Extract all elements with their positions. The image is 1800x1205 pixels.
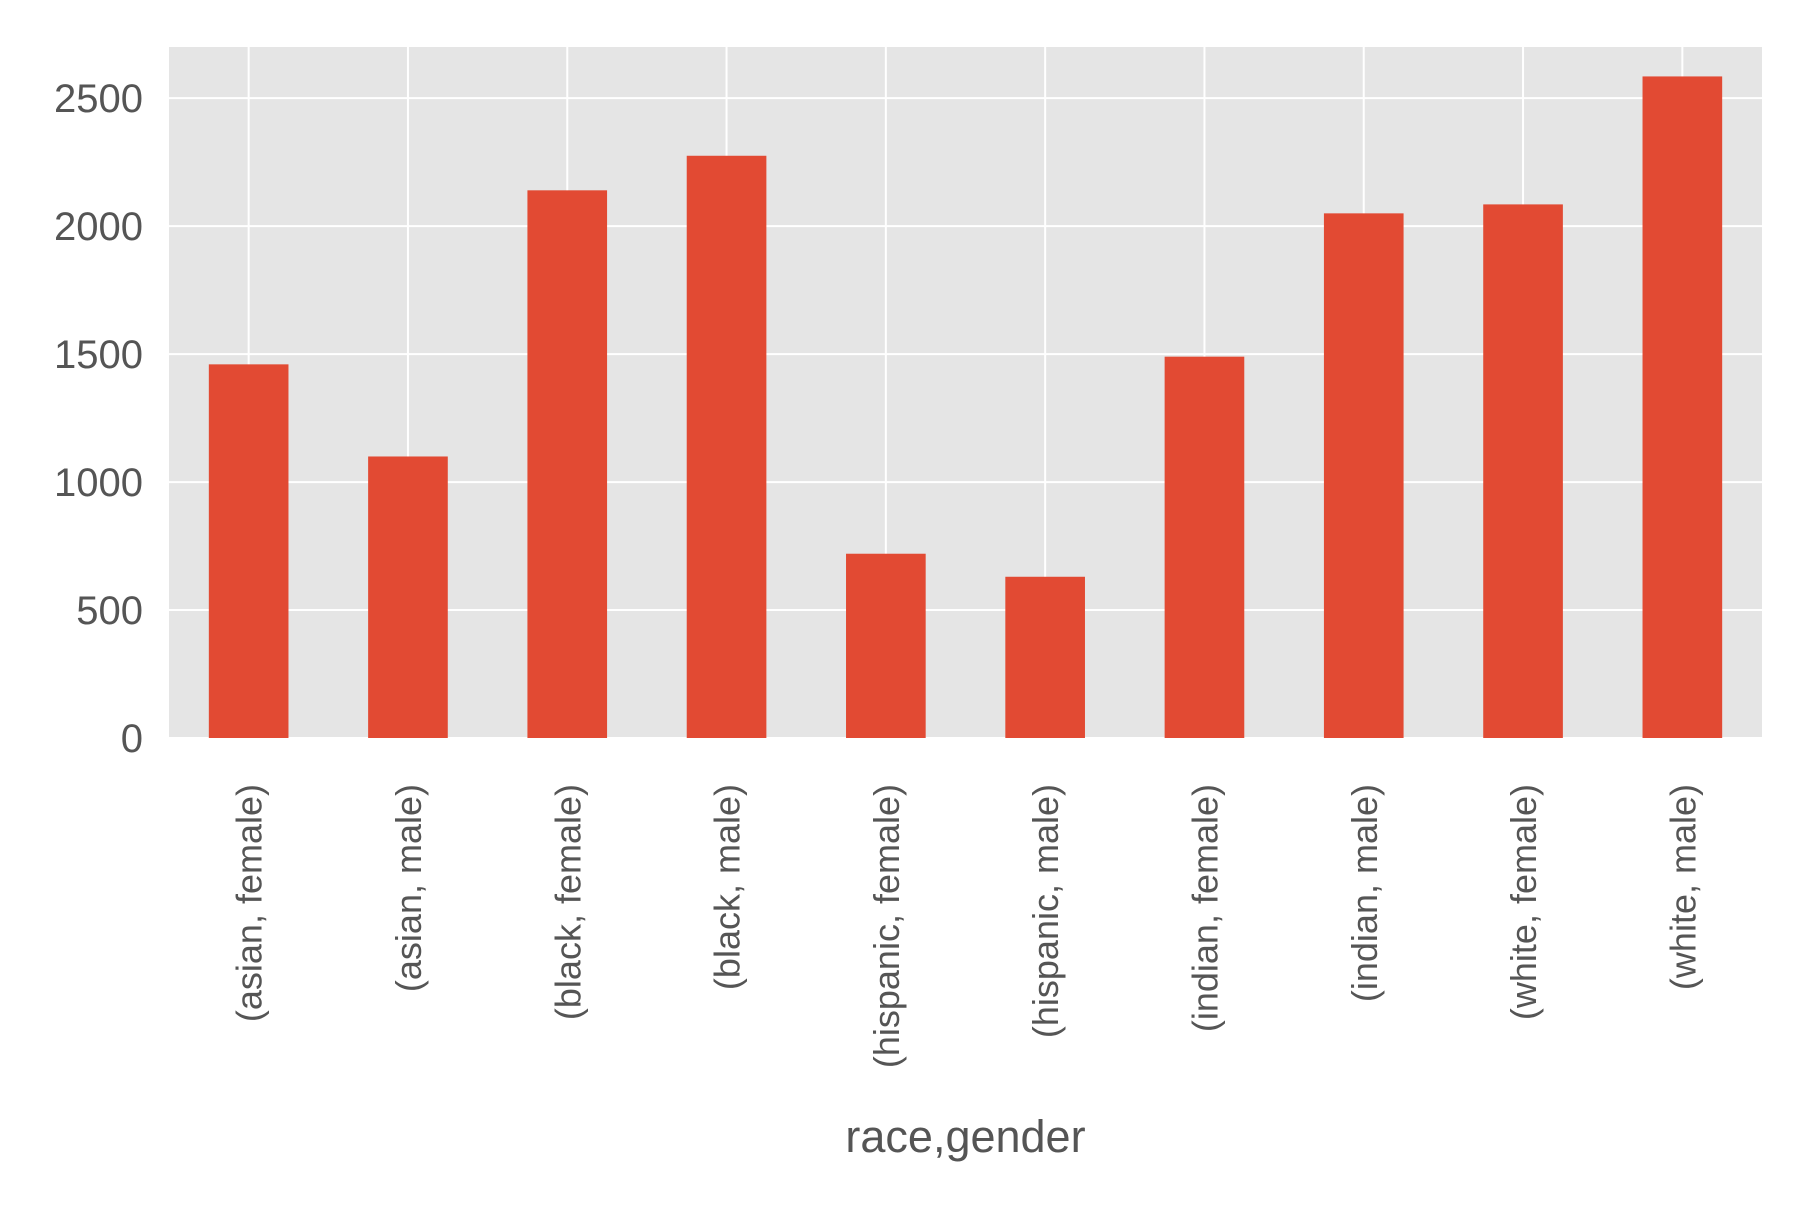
- bar: [1005, 576, 1085, 738]
- x-tick-label: (asian, male): [388, 784, 429, 992]
- bar: [1642, 76, 1723, 739]
- x-tick-label: (white, female): [1503, 784, 1544, 1020]
- y-tick-label: 500: [76, 589, 143, 633]
- x-tick-label: (hispanic, female): [866, 784, 907, 1068]
- bar: [1323, 213, 1404, 738]
- y-tick-label: 1000: [54, 461, 143, 505]
- y-axis-ticks: 0 500 1000 1500 2000 2500: [54, 77, 143, 761]
- bars: [208, 76, 1723, 739]
- x-tick-label: (indian, female): [1184, 784, 1225, 1032]
- bar: [208, 364, 289, 738]
- y-tick-label: 2500: [54, 77, 143, 121]
- bar: [527, 190, 608, 739]
- bar: [846, 553, 926, 738]
- bar: [686, 155, 767, 738]
- x-axis-label: race,gender: [845, 1111, 1085, 1162]
- y-tick-label: 2000: [54, 205, 143, 249]
- bar: [1164, 356, 1245, 738]
- x-tick-label: (white, male): [1662, 784, 1703, 990]
- x-tick-label: (black, male): [707, 784, 748, 990]
- bar: [1483, 204, 1563, 739]
- x-tick-label: (indian, male): [1344, 784, 1385, 1002]
- y-tick-label: 1500: [54, 333, 143, 377]
- x-tick-label: (hispanic, male): [1025, 784, 1066, 1038]
- x-tick-label: (black, female): [547, 784, 588, 1020]
- bar: [368, 456, 448, 738]
- y-tick-label: 0: [121, 717, 143, 761]
- x-tick-label: (asian, female): [229, 784, 270, 1022]
- x-axis-ticks: (asian, female) (asian, male) (black, fema…: [229, 784, 1704, 1068]
